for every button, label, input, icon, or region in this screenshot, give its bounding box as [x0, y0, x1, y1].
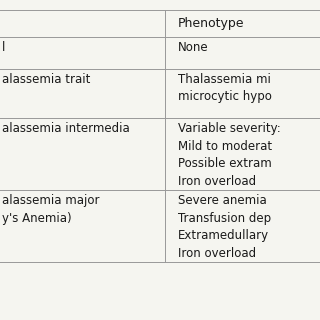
Text: Severe anemia
Transfusion dep
Extramedullary
Iron overload: Severe anemia Transfusion dep Extramedul… [178, 194, 271, 260]
Text: alassemia major
y's Anemia): alassemia major y's Anemia) [2, 194, 99, 225]
Text: Phenotype: Phenotype [178, 17, 244, 30]
Text: None: None [178, 41, 208, 54]
Text: Thalassemia mi
microcytic hypo: Thalassemia mi microcytic hypo [178, 73, 271, 103]
Text: Variable severity:
Mild to moderat
Possible extram
Iron overload: Variable severity: Mild to moderat Possi… [178, 122, 280, 188]
Text: alassemia trait: alassemia trait [2, 73, 90, 86]
Text: l: l [2, 41, 5, 54]
Text: alassemia intermedia: alassemia intermedia [2, 122, 129, 135]
